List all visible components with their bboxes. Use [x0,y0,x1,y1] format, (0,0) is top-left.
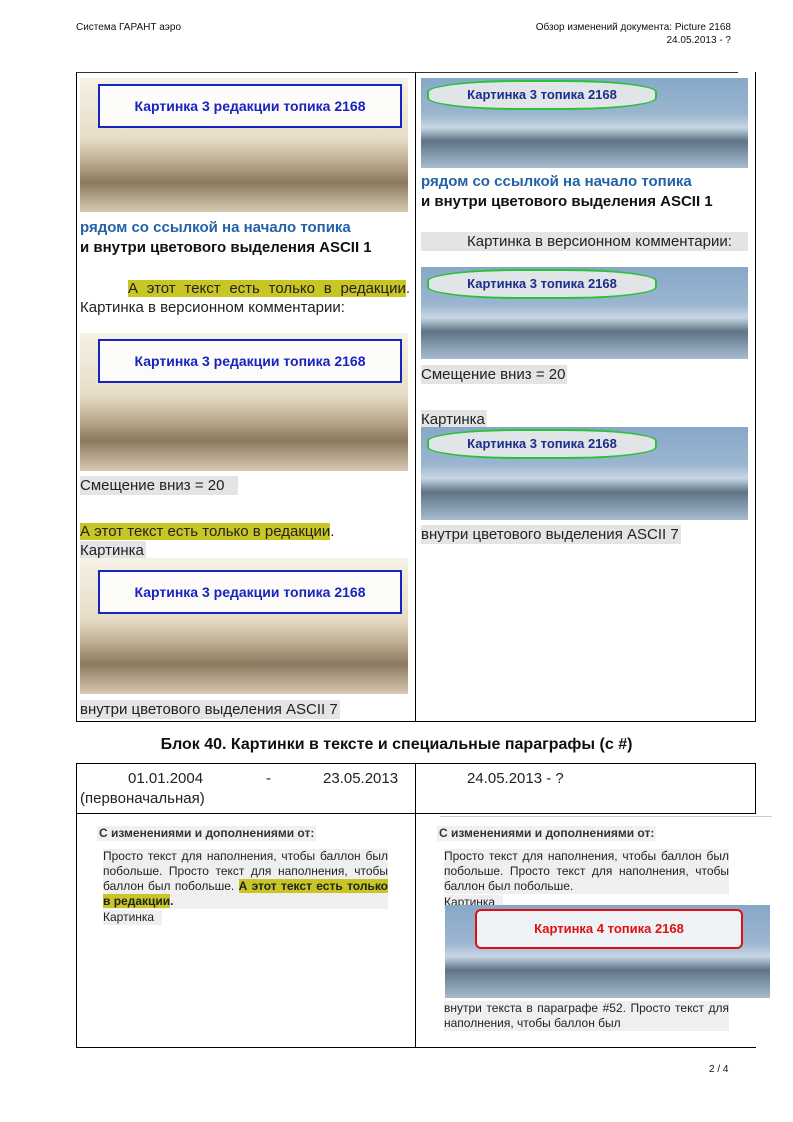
top-table-right-border [755,72,756,722]
submarine-image: Картинка 4 топика 2168 [445,905,770,998]
submarine-image: Картинка 3 топика 2168 [421,78,748,168]
changes-label: С изменениями и дополнениями от: [437,826,657,841]
image-caption-bubble: Картинка 4 топика 2168 [475,909,743,949]
ascii7-text: внутри цветового выделения ASCII 7 [421,525,681,544]
image-caption-bubble: Картинка 3 редакции топика 2168 [98,84,402,128]
submarine-image: Картинка 3 топика 2168 [421,427,748,520]
highlight-text: А этот текст есть только в редакции [128,280,406,297]
bubble-text: Просто текст для наполнения, чтобы балло… [444,849,729,894]
changes-label: С изменениями и дополнениями от: [97,826,317,841]
ship-image: Картинка 3 редакции топика 2168 [80,558,408,694]
paragraph-text: . [330,523,335,540]
paragraph-text: Просто текст для наполнения, чтобы балло… [103,849,388,893]
image-caption-bubble: Картинка 3 топика 2168 [427,269,657,299]
topic-link[interactable]: рядом со ссылкой на начало топика [421,173,692,190]
bubble-text: Просто текст для наполнения, чтобы балло… [103,849,388,909]
section-title: Блок 40. Картинки в тексте и специальные… [160,736,633,753]
image-caption-bubble: Картинка 3 редакции топика 2168 [98,570,402,614]
ascii-text: и внутри цветового выделения ASCII 1 [80,239,372,256]
highlight-text: А этот текст есть только в редакции [80,523,331,540]
header-right-date: 24.05.2013 - ? [666,35,732,46]
bubble-top-edge [440,816,772,817]
picture-label: Картинка [80,541,146,560]
header-left: Система ГАРАНТ аэро [76,22,182,33]
shift-text: Смещение вниз = 20 [80,476,239,495]
table-left-border [76,763,77,1048]
image-caption-bubble: Картинка 3 редакции топика 2168 [98,339,402,383]
submarine-image: Картинка 3 топика 2168 [421,267,748,359]
shift-text: Смещение вниз = 20 [421,365,568,384]
ascii7-text: внутри цветового выделения ASCII 7 [80,700,340,719]
table-right-border [755,763,756,813]
top-table-left-border [76,72,77,722]
ascii-text: и внутри цветового выделения ASCII 1 [421,193,713,210]
page-number: 2 / 4 [709,1064,729,1075]
bubble-tail-text: внутри текста в параграфе #52. Просто те… [444,1001,729,1031]
right-date: 24.05.2013 - ? [467,770,564,787]
paragraph-2: А этот текст есть только в редакции. [80,522,410,541]
picture-label: Картинка [103,910,163,925]
table-header-border [76,813,756,814]
topic-link[interactable]: рядом со ссылкой на начало топика [80,219,351,236]
top-table-bottom-border [76,721,756,722]
header-rule [76,72,738,73]
left-date-dash: - [266,770,271,787]
left-date-from: 01.01.2004 [128,770,204,787]
table-divider [415,763,416,1048]
image-caption-bubble: Картинка 3 топика 2168 [427,80,657,110]
paragraph-1: А этот текст есть только в редакции. Кар… [80,279,410,317]
table-bottom-border [76,1047,756,1048]
left-date-note: (первоначальная) [80,790,205,807]
picture-label: Картинка [421,410,487,429]
table-top-border [76,763,756,764]
image-caption-bubble: Картинка 3 топика 2168 [427,429,657,459]
header-right-title: Обзор изменений документа: Picture 2168 [535,22,731,33]
top-table-divider [415,72,416,722]
paragraph-text: . Картинка в версионном комментарии: [80,280,410,316]
ship-image: Картинка 3 редакции топика 2168 [80,333,408,471]
ship-image: Картинка 3 редакции топика 2168 [80,78,408,212]
paragraph-dot: . [170,894,174,908]
left-date-to: 23.05.2013 [323,770,399,787]
paragraph-1: Картинка в версионном комментарии: [421,232,748,251]
